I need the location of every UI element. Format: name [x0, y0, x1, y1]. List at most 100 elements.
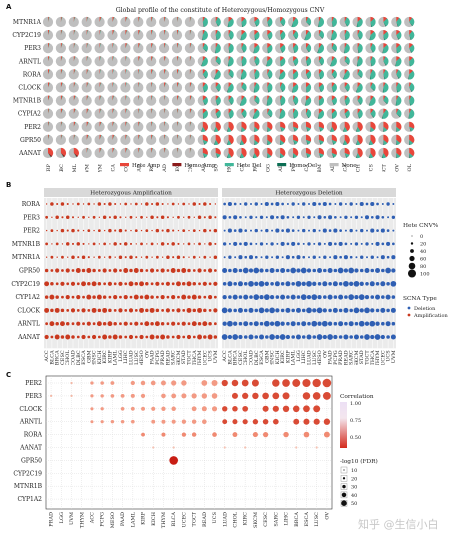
cnv-bubble [280, 282, 285, 286]
corr-column-label: LUAD [222, 512, 228, 527]
pie-slice [267, 87, 269, 93]
legend-swatch [224, 163, 234, 167]
pie-chart [133, 121, 144, 132]
cnv-bubble [249, 242, 253, 246]
pie-slice [396, 31, 402, 40]
pie-slice [228, 74, 233, 78]
pie-slice [331, 83, 337, 93]
cnv-bubble [286, 321, 290, 326]
cnv-bubble [254, 255, 258, 259]
cnv-bubble [203, 308, 207, 313]
cnv-bubble [150, 242, 154, 246]
pie-slice [331, 139, 337, 142]
cnv-bubble [269, 294, 275, 300]
pie-slice [252, 113, 255, 119]
cnv-bubble [123, 268, 129, 273]
cnv-bubble [360, 228, 364, 233]
cnv-bubble [134, 321, 139, 326]
cnv-bubble [124, 335, 128, 339]
pie-slice [177, 82, 180, 88]
cnv-bubble [286, 268, 290, 273]
pie-slice [240, 74, 242, 80]
correlation-bubble [293, 418, 300, 425]
pie-slice [241, 43, 244, 49]
pie-slice [305, 100, 306, 106]
pie-slice [86, 16, 89, 22]
pie-slice [396, 121, 402, 130]
cnv-bubble [274, 281, 280, 287]
correlation-bubble [70, 394, 73, 397]
cnv-bubble [349, 281, 354, 286]
cnv-bubble [343, 307, 349, 313]
pie-slice [228, 153, 232, 158]
cnv-bubble [44, 334, 49, 340]
bubble-column-label: GBM [264, 350, 270, 363]
pie-slice [48, 30, 50, 36]
bubble-column-label: CESC [60, 350, 66, 365]
pie-slice [280, 48, 283, 53]
correlation-bubble [161, 432, 166, 437]
cnv-bubble [71, 335, 75, 339]
pie-slice [112, 30, 115, 36]
cnv-bubble [129, 242, 133, 245]
cnv-bubble [151, 202, 154, 206]
correlation-bubble [231, 379, 239, 387]
bubble-column-label: KICH [275, 350, 281, 365]
pie-slice [189, 121, 191, 127]
pie-slice [344, 110, 350, 119]
pie-slice [138, 121, 141, 127]
pie-slice [112, 16, 115, 22]
pie-slice [331, 30, 337, 41]
cnv-bubble [254, 202, 258, 206]
pie-slice [293, 153, 298, 159]
bubble-column-label: THCA [192, 350, 198, 365]
pie-slice [241, 69, 247, 80]
pie-slice [318, 84, 324, 92]
cnv-bubble [327, 294, 333, 300]
pie-slice [215, 56, 218, 62]
cnv-bubble [183, 216, 185, 218]
pie-slice [202, 153, 208, 158]
pie-slice [138, 69, 140, 75]
pie-slice [215, 139, 219, 145]
pie-slice [306, 134, 312, 142]
cnv-bubble [360, 255, 364, 259]
cnv-bubble [198, 242, 201, 246]
cnv-bubble [339, 255, 342, 259]
pie-slice [201, 57, 208, 67]
pie-slice [331, 153, 337, 158]
bubble-column-label: COAD [71, 350, 77, 365]
pie-slice [60, 134, 63, 140]
pie-slice [396, 108, 399, 114]
pie-slice [254, 22, 258, 27]
pie-slice [293, 95, 295, 101]
pie-slice [331, 109, 336, 114]
pie-slice [396, 95, 399, 101]
pie-slice [254, 134, 260, 143]
pie-slice [73, 43, 76, 49]
pie-slice [370, 16, 374, 22]
cnv-bubble [91, 307, 97, 313]
pie-slice [331, 17, 337, 27]
pie-slice [318, 96, 323, 101]
pie-slice [164, 108, 166, 114]
cnv-bubble [65, 268, 70, 273]
cnv-bubble [227, 320, 233, 327]
pie-slice [73, 108, 76, 114]
pie-slice [370, 82, 373, 88]
cnv-bubble [381, 215, 385, 219]
correlation-bubble [242, 419, 248, 425]
pie-slice [60, 121, 63, 127]
cnv-bubble [343, 268, 349, 273]
cnv-bubble [271, 229, 274, 232]
bubble-column-label: BRCA [233, 350, 239, 365]
correlation-bubble [302, 392, 311, 400]
pie-slice [331, 110, 337, 119]
pie-column-label: SARC [252, 164, 258, 172]
cnv-bubble [50, 255, 54, 259]
pie-slice [331, 100, 335, 106]
pie-column-label: UCEC [175, 164, 181, 172]
pie-slice [344, 22, 348, 27]
cnv-bubble [118, 335, 123, 339]
pie-slice [215, 43, 218, 49]
